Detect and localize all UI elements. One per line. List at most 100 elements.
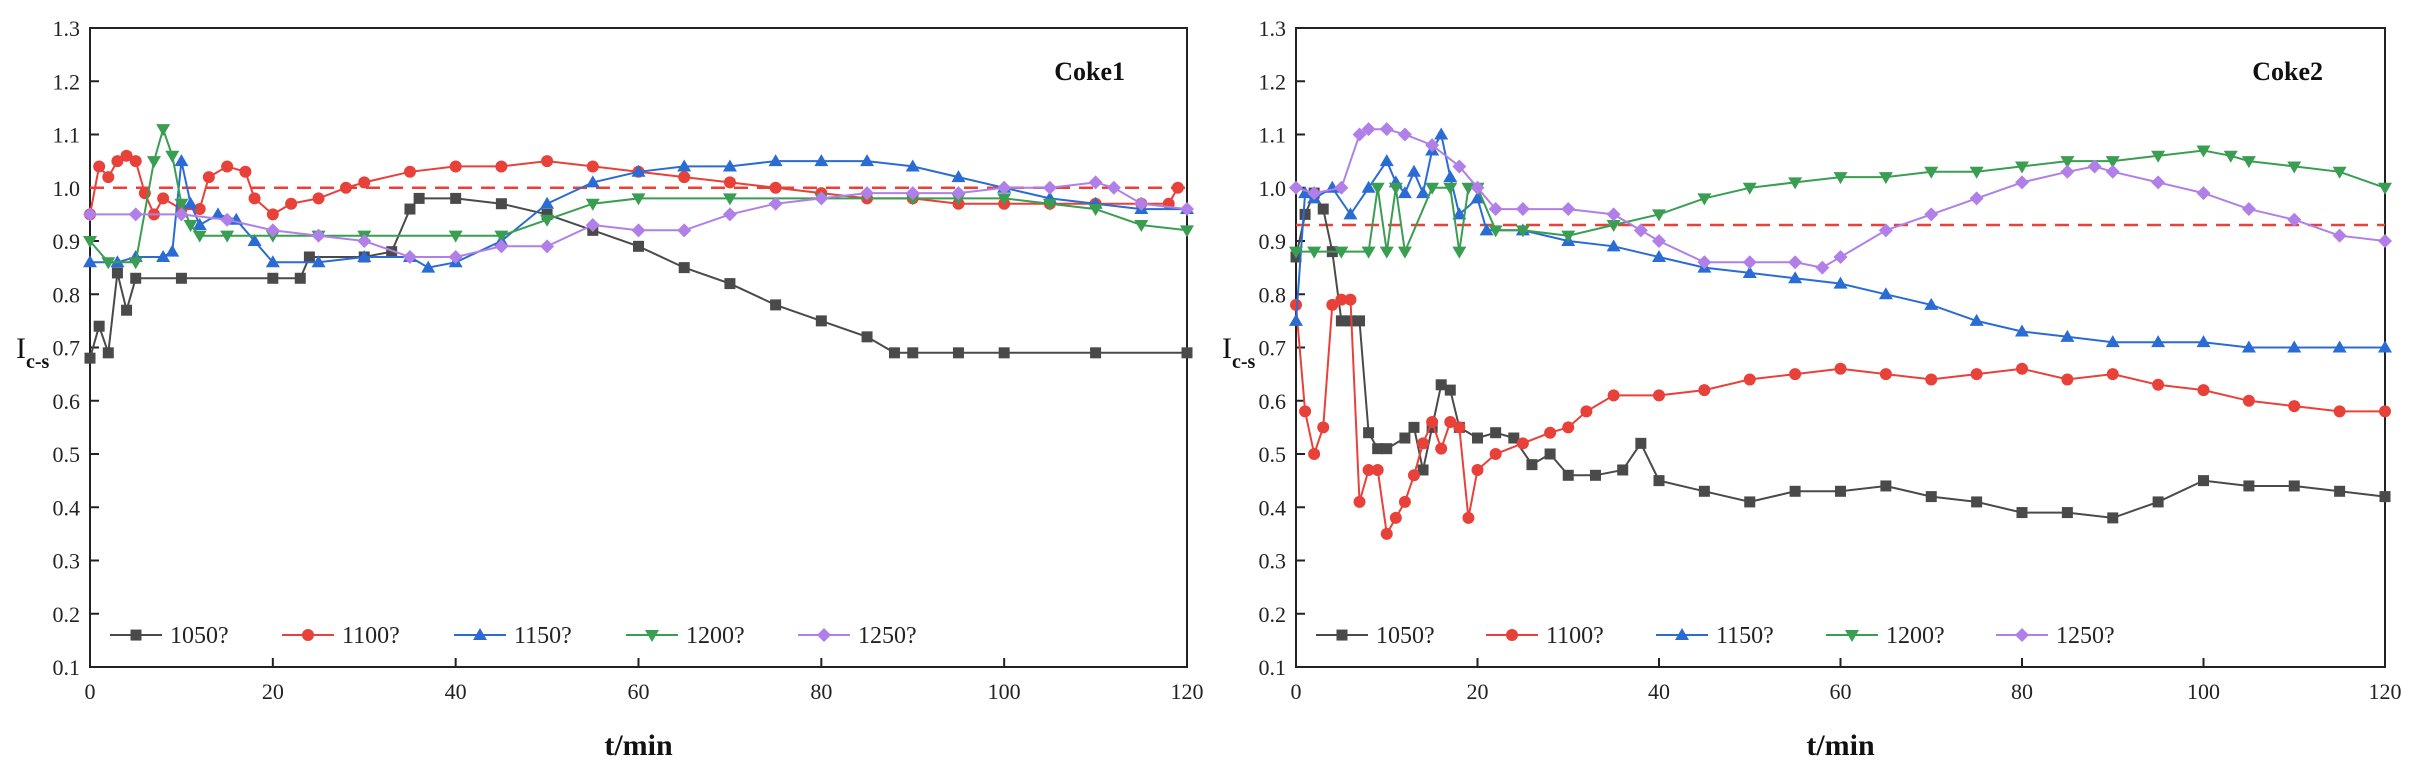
panel-label: Coke1 [1054,57,1125,86]
data-point [1334,180,1349,195]
data-point [2198,475,2209,487]
series-1 [84,192,1193,364]
data-point [1379,154,1394,167]
data-point [1088,204,1103,217]
data-point [1633,223,1648,238]
data-point [1388,182,1403,195]
data-point [2241,156,2256,169]
legend-entry: 1150? [1716,623,1774,649]
series-2 [1290,293,2391,540]
data-point [121,304,133,316]
data-point [239,165,252,178]
data-point [1488,202,1503,217]
data-point [130,272,142,284]
legend-swatch-marker [1675,628,1689,641]
data-point [998,347,1010,359]
data-point [421,260,436,273]
data-point [1744,496,1756,508]
data-point [146,156,161,169]
data-point [1969,313,1984,326]
data-point [768,196,783,211]
y-tick-label: 0.7 [1259,336,1287,361]
data-point [1435,442,1448,455]
data-point [83,207,97,222]
data-point [1969,191,1984,206]
data-point [1088,175,1103,190]
data-point [1399,432,1411,444]
data-point [1389,511,1402,524]
y-tick-label: 0.2 [1259,602,1287,627]
data-point [1289,180,1303,195]
data-point [2061,373,2074,386]
data-point [2333,405,2346,418]
data-point [2105,164,2120,179]
data-point [1334,246,1349,259]
x-tick-label: 120 [2369,679,2402,704]
data-point [860,154,875,167]
data-point [1180,202,1194,217]
data-point [111,267,123,279]
data-point [2241,340,2256,353]
y-tick-label: 0.5 [53,442,81,467]
data-point [357,234,372,248]
series-5 [1289,122,2392,275]
x-tick-label: 60 [628,679,650,704]
data-point [1308,448,1321,460]
data-point [2061,507,2073,519]
data-point [2196,145,2211,158]
data-point [1361,246,1376,259]
data-point [402,249,417,264]
data-point [722,159,737,172]
data-point [174,154,189,167]
data-point [678,171,691,184]
data-point [494,239,509,254]
data-point [722,193,737,206]
data-point [1544,426,1557,439]
data-point [93,160,106,173]
data-point [1443,182,1458,195]
data-point [129,155,142,168]
y-axis-label-subscript: c-s [1232,351,1256,373]
data-point [1878,223,1893,238]
x-tick-label: 120 [1171,679,1204,704]
data-point [2332,166,2347,179]
data-point [1835,485,1846,497]
data-point [1742,255,1757,270]
y-tick-label: 0.9 [53,229,81,254]
data-point [183,220,198,233]
chart-panel-2: 0.1 0.2 0.3 0.4 0.5 0.6 0.7 0.8 0.9 1.0 1.1 1.2 1.3 0… [1222,16,2402,762]
data-point [1299,208,1311,220]
data-point [1381,443,1393,455]
data-point [1606,239,1621,252]
data-point [724,278,736,290]
data-point [951,170,966,183]
data-point [1607,389,1620,402]
data-point [2015,161,2029,174]
data-point [2197,384,2210,397]
y-tick-label: 0.6 [1259,389,1287,414]
data-point [2060,156,2075,169]
data-point [1453,421,1466,434]
data-point [2332,228,2347,243]
data-point [1042,180,1057,195]
data-point [1580,405,1593,418]
plot-frame [1295,27,2386,668]
data-point [1298,186,1313,199]
data-point [1653,475,1665,487]
y-tick-label: 0.4 [53,495,81,520]
data-point [1562,469,1574,481]
legend-entry: 1100? [1546,623,1604,649]
data-point [2196,335,2211,348]
data-point [494,230,509,243]
data-point [1606,220,1621,233]
data-point [2151,150,2166,163]
data-point [1617,464,1629,476]
data-point [450,192,462,204]
data-point [1307,186,1322,201]
data-point [120,149,133,162]
data-point [540,239,555,254]
data-point [1397,186,1412,199]
data-point [1815,260,1830,275]
data-point [1290,298,1302,311]
data-point [814,154,829,167]
